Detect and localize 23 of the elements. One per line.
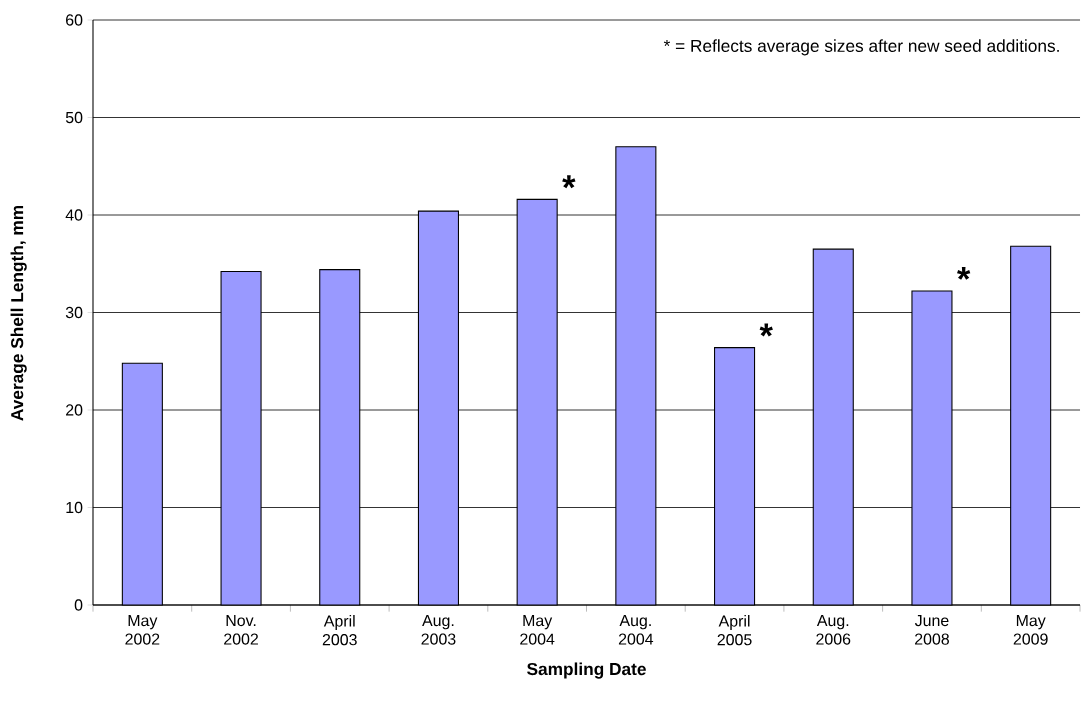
x-tick-label: April 2003 — [322, 615, 357, 646]
y-tick-label: 60 — [66, 14, 83, 26]
y-tick-label: 10 — [66, 501, 83, 514]
x-tick-label: Aug. 2006 — [816, 615, 851, 645]
x-tick-label: May 2009 — [1013, 615, 1048, 645]
x-tick-label: Aug. 2003 — [421, 615, 456, 645]
x-tick-label: Aug. 2004 — [618, 615, 654, 645]
x-tick-label: April 2005 — [717, 615, 752, 646]
x-tick-label: June 2008 — [914, 615, 949, 645]
x-tick-label: May 2004 — [520, 615, 555, 645]
y-tick-label: 0 — [74, 599, 83, 611]
y-axis-title: Average Shell Length, mm — [10, 205, 27, 421]
annotation: * — [759, 323, 773, 337]
y-tick-label: 40 — [65, 209, 83, 221]
y-tick-label: 30 — [65, 306, 83, 319]
x-tick-label: May 2002 — [125, 615, 160, 645]
annotation: * — [957, 267, 971, 280]
annotation: * = Reflects average sizes after new seed additions. — [663, 39, 1059, 56]
x-axis-title: Sampling Date — [527, 662, 646, 679]
x-tick-label: Nov. 2002 — [224, 615, 258, 645]
y-tick-label: 20 — [66, 404, 83, 416]
annotation: * — [562, 175, 576, 189]
y-tick-label: 50 — [65, 111, 83, 124]
